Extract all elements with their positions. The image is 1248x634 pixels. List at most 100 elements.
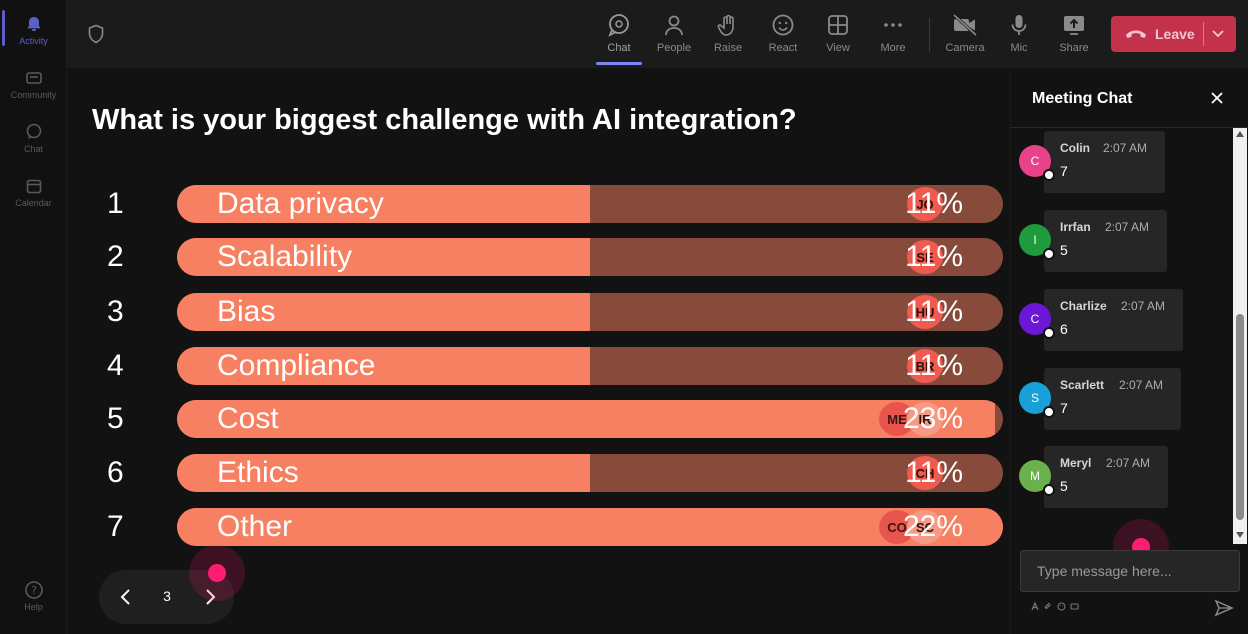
rail-item-chat[interactable]: Chat — [0, 118, 67, 168]
scroll-down-arrow[interactable] — [1236, 532, 1244, 538]
compose-toolbar — [1031, 601, 1079, 613]
rail-item-help[interactable]: ? Help — [0, 576, 67, 626]
emoji-icon[interactable] — [1057, 602, 1066, 613]
message-timestamp: 2:07 AM — [1103, 141, 1148, 155]
poll-result-fill — [177, 185, 590, 223]
attach-icon[interactable] — [1044, 602, 1053, 613]
message-timestamp: 2:07 AM — [1106, 456, 1151, 470]
toolbar-people-button[interactable]: People — [649, 12, 699, 62]
svg-text:?: ? — [31, 584, 37, 597]
toolbar-button-label: More — [880, 42, 906, 54]
poll-option-number: 6 — [107, 456, 124, 489]
chat-message: Irrfan 2:07 AM 5 I — [1011, 210, 1231, 274]
toolbar-camera-button[interactable]: Camera — [940, 12, 990, 62]
poll-option-number: 2 — [107, 240, 124, 273]
poll-result-bar: Compliance BR 11% — [177, 347, 1003, 385]
chevron-down-icon[interactable] — [1211, 26, 1225, 40]
raise-hand-icon — [715, 12, 741, 38]
poll-result-bar: Data privacy JO 11% — [177, 185, 1003, 223]
chat-scrollbar[interactable] — [1233, 128, 1247, 544]
poll-option-number: 4 — [107, 349, 124, 382]
hang-up-icon — [1125, 28, 1147, 40]
message-bubble: Colin 2:07 AM 7 — [1044, 131, 1165, 193]
poll-option-label: Ethics — [217, 456, 299, 489]
poll-option-percent: 11% — [905, 456, 963, 489]
chat-panel-title: Meeting Chat — [1032, 90, 1133, 107]
message-bubble: Scarlett 2:07 AM 7 — [1044, 368, 1181, 430]
rail-item-label: Activity — [19, 36, 48, 46]
poll-result-fill — [177, 508, 1003, 546]
help-icon: ? — [24, 580, 44, 600]
rail-item-activity[interactable]: Activity — [0, 10, 67, 60]
scroll-up-arrow[interactable] — [1236, 131, 1244, 137]
poll-option-row: 3 Bias HU 11% — [67, 293, 1010, 331]
voter-avatar: CO — [879, 510, 915, 544]
toolbar-button-label: Chat — [607, 42, 631, 54]
view-icon — [825, 12, 851, 38]
scroll-thumb[interactable] — [1236, 314, 1244, 520]
poll-option-row: 6 Ethics CH 11% — [67, 454, 1010, 492]
poll-option-label: Compliance — [217, 349, 376, 382]
format-icon[interactable] — [1031, 601, 1040, 613]
voter-avatar: SC — [907, 510, 943, 544]
leave-button[interactable]: Leave — [1111, 16, 1236, 52]
message-sender: Irrfan — [1060, 220, 1091, 234]
send-icon[interactable] — [1214, 599, 1234, 617]
poll-option-row: 2 Scalability SE 11% — [67, 238, 1010, 276]
presence-status-icon — [1043, 327, 1055, 339]
toolbar-chat-button[interactable]: Chat — [594, 12, 644, 62]
rail-item-label: Chat — [23, 144, 43, 154]
gif-icon[interactable] — [1070, 602, 1079, 613]
toolbar-share-button[interactable]: Share — [1049, 12, 1099, 62]
voter-avatar: IR — [907, 402, 943, 436]
chevron-right-icon[interactable] — [201, 587, 219, 607]
page-number: 3 — [163, 588, 171, 604]
voter-avatar: BR — [907, 349, 943, 383]
toolbar-view-button[interactable]: View — [813, 12, 863, 62]
poll-result-fill — [177, 400, 995, 438]
message-text: 5 — [1060, 478, 1068, 494]
poll-option-percent: 11% — [905, 295, 963, 328]
chat-icon — [606, 12, 632, 38]
chat-message-input[interactable] — [1021, 551, 1239, 591]
toolbar-more-button[interactable]: More — [868, 12, 918, 62]
chat-compose-box[interactable] — [1020, 550, 1240, 592]
chat-message: Colin 2:07 AM 7 C — [1011, 131, 1231, 195]
poll-option-label: Bias — [217, 295, 276, 328]
poll-option-row: 1 Data privacy JO 11% — [67, 185, 1010, 223]
chevron-left-icon[interactable] — [117, 587, 135, 607]
voter-avatar: ME — [879, 402, 915, 436]
people-icon — [661, 12, 687, 38]
rail-item-community[interactable]: Community — [0, 64, 67, 114]
poll-result-bar: Other CO SC 22% — [177, 508, 1003, 546]
message-text: 7 — [1060, 400, 1068, 416]
poll-result-fill — [177, 238, 590, 276]
leave-separator — [1203, 22, 1204, 46]
poll-option-label: Data privacy — [217, 187, 384, 220]
message-timestamp: 2:07 AM — [1105, 220, 1150, 234]
app-rail: Activity Community Chat Calendar ? Help — [0, 0, 67, 634]
poll-result-bar: Cost ME IR 23% — [177, 400, 1003, 438]
toolbar-react-button[interactable]: React — [758, 12, 808, 62]
voter-avatar: HU — [907, 295, 943, 329]
message-text: 6 — [1060, 321, 1068, 337]
rail-item-calendar[interactable]: Calendar — [0, 172, 67, 222]
toolbar-divider — [929, 18, 930, 52]
chat-message: Scarlett 2:07 AM 7 S — [1011, 368, 1231, 432]
toolbar-raise-button[interactable]: Raise — [703, 12, 753, 62]
toolbar-mic-button[interactable]: Mic — [994, 12, 1044, 62]
poll-result-fill — [177, 454, 590, 492]
meeting-toolbar: Chat People Raise React View More C — [67, 0, 1248, 68]
message-sender: Colin — [1060, 141, 1090, 155]
close-icon[interactable] — [1209, 90, 1225, 106]
presence-status-icon — [1043, 406, 1055, 418]
chat-message: Charlize 2:07 AM 6 C — [1011, 289, 1231, 353]
active-tab-underline — [596, 62, 642, 65]
mic-icon — [1006, 12, 1032, 38]
toolbar-button-label: Share — [1059, 42, 1089, 54]
rail-item-label: Calendar — [15, 198, 52, 208]
poll-option-row: 7 Other CO SC 22% — [67, 508, 1010, 546]
message-bubble: Irrfan 2:07 AM 5 — [1044, 210, 1167, 272]
bell-icon — [24, 14, 44, 34]
poll-option-number: 1 — [107, 187, 124, 220]
